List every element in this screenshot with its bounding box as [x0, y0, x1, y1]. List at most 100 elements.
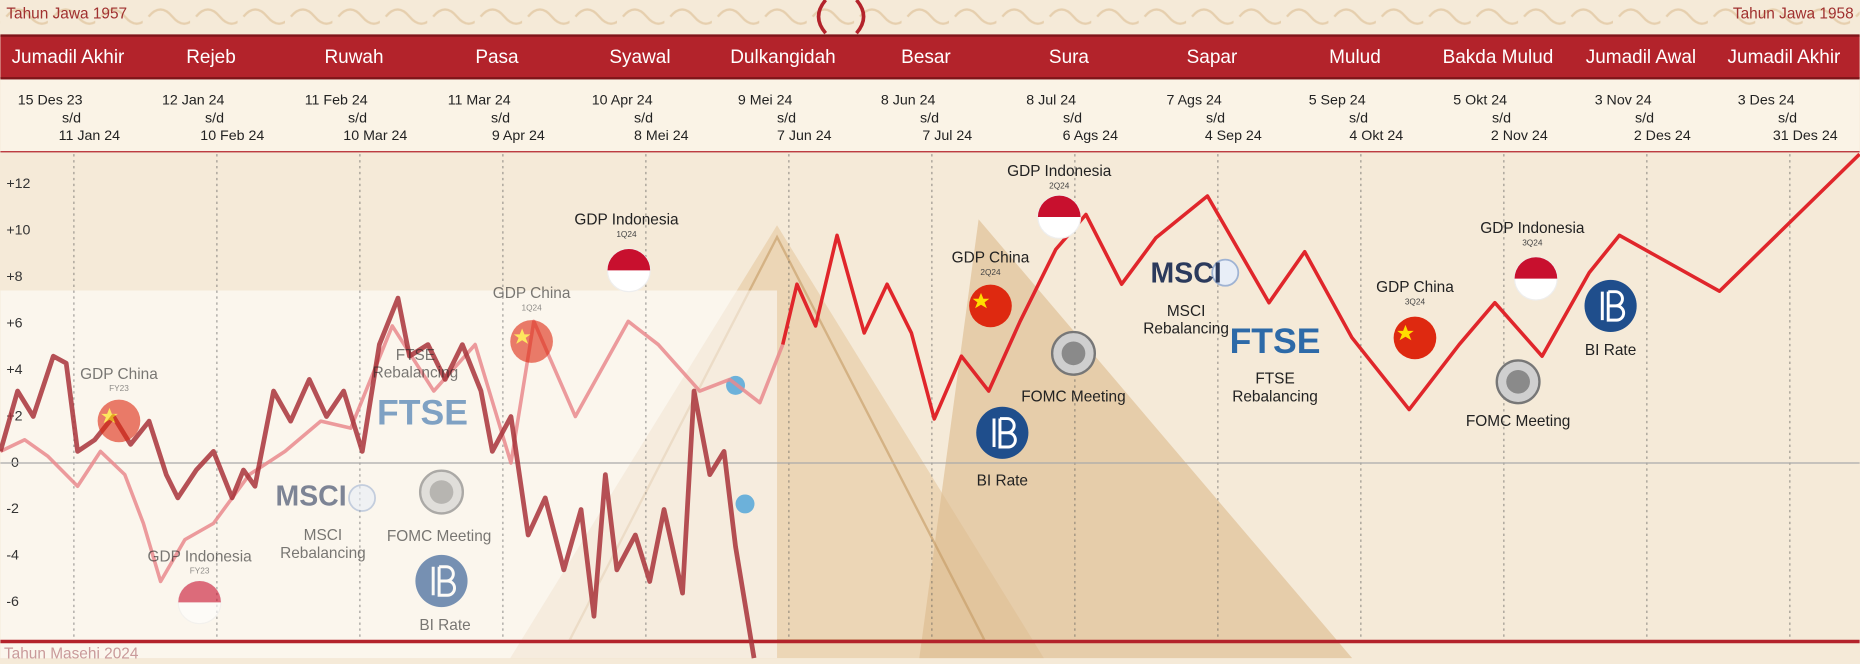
month-label: Bakda Mulud — [1443, 47, 1554, 68]
period-separator: s/d — [1778, 110, 1797, 126]
period-separator: s/d — [777, 110, 796, 126]
annotation: BI Rate — [1585, 280, 1637, 359]
logo-text: MSCI — [1151, 258, 1222, 290]
period-separator: s/d — [348, 110, 367, 126]
month-label: Dulkangidah — [730, 47, 835, 68]
period-start: 8 Jun 24 — [881, 93, 936, 109]
month-label: Jumadil Akhir — [12, 47, 125, 68]
annotation-note: 3Q24 — [1405, 297, 1426, 307]
annotation-label: GDP Indonesia — [1480, 220, 1585, 237]
china-flag — [1394, 317, 1437, 360]
period-start: 7 Ags 24 — [1167, 93, 1222, 109]
period-separator: s/d — [634, 110, 653, 126]
period-end: 7 Jun 24 — [777, 128, 832, 144]
period-end: 4 Sep 24 — [1205, 128, 1262, 144]
month-label: Ruwah — [324, 47, 383, 68]
annotation-label: GDP China — [493, 285, 571, 302]
annotation-label: GDP China — [1376, 279, 1454, 296]
period-end: 7 Jul 24 — [922, 128, 972, 144]
month-label: Syawal — [609, 47, 670, 68]
period-start: 5 Okt 24 — [1453, 93, 1507, 109]
annotation-label: Rebalancing — [1232, 388, 1318, 405]
y-tick-label: -2 — [6, 501, 19, 517]
period-start: 3 Nov 24 — [1595, 93, 1652, 109]
annotation-label: GDP Indonesia — [574, 212, 679, 229]
annotation-label: Rebalancing — [373, 365, 459, 382]
period-separator: s/d — [62, 110, 81, 126]
y-tick-label: -4 — [6, 548, 19, 564]
month-label: Sura — [1049, 47, 1090, 68]
period-start: 10 Apr 24 — [592, 93, 653, 109]
period-start: 9 Mei 24 — [738, 93, 793, 109]
period-start: 3 Des 24 — [1738, 93, 1795, 109]
annotation-note: 2Q24 — [1049, 180, 1070, 190]
china-flag — [969, 285, 1012, 328]
period-start: 5 Sep 24 — [1309, 93, 1366, 109]
fed-seal-inner — [1506, 370, 1530, 394]
chart: Tahun Jawa 1957 Tahun Jawa 1958 Tahun Ma… — [0, 0, 1860, 664]
period-end: 2 Des 24 — [1634, 128, 1691, 144]
y-tick-label: -6 — [6, 594, 19, 610]
logo-text: MSCI — [276, 481, 347, 513]
header-left: Tahun Jawa 1957 — [6, 5, 127, 22]
annotation-label: FOMC Meeting — [1466, 413, 1570, 430]
china-flag — [98, 400, 141, 443]
period-separator: s/d — [1063, 110, 1082, 126]
month-label: Pasa — [475, 47, 519, 68]
period-end: 31 Des 24 — [1773, 128, 1838, 144]
annotation-label: FTSE — [396, 347, 435, 364]
annotation-note: FY23 — [109, 383, 129, 393]
period-start: 11 Feb 24 — [305, 93, 368, 109]
annotation-label: BI Rate — [977, 472, 1028, 489]
period-separator: s/d — [920, 110, 939, 126]
annotation-note: 1Q24 — [616, 229, 637, 239]
annotation-note: 1Q24 — [521, 302, 542, 312]
y-tick-label: +6 — [6, 315, 22, 331]
y-tick-label: +12 — [6, 176, 30, 192]
icon — [736, 494, 755, 513]
top-ornament — [0, 0, 1859, 34]
logo-text: FTSE — [377, 392, 468, 432]
month-label: Besar — [901, 47, 951, 68]
annotation-label: MSCI — [1167, 303, 1206, 320]
period-end: 2 Nov 24 — [1491, 128, 1548, 144]
period-separator: s/d — [205, 110, 224, 126]
y-tick-label: +8 — [6, 269, 22, 285]
annotation-label: GDP China — [952, 250, 1030, 267]
period-separator: s/d — [1206, 110, 1225, 126]
annotation-label: FTSE — [1255, 371, 1294, 388]
month-label: Sapar — [1187, 47, 1238, 68]
y-tick-label: +10 — [6, 223, 30, 239]
period-separator: s/d — [1492, 110, 1511, 126]
month-label: Rejeb — [186, 47, 236, 68]
period-separator: s/d — [1635, 110, 1654, 126]
period-separator: s/d — [491, 110, 510, 126]
period-separator: s/d — [1349, 110, 1368, 126]
page: {"chart_data": { "type": "line", "header… — [0, 0, 1860, 664]
annotation-label: FOMC Meeting — [387, 528, 491, 545]
annotation-label: GDP Indonesia — [1007, 163, 1112, 180]
period-end: 9 Apr 24 — [492, 128, 545, 144]
china-flag — [510, 320, 553, 363]
annotation-label: BI Rate — [419, 617, 470, 634]
month-label: Mulud — [1329, 47, 1381, 68]
month-label: Jumadil Akhir — [1728, 47, 1841, 68]
annotation: BI Rate — [976, 407, 1028, 490]
annotation-label: MSCI — [304, 527, 343, 544]
header-right: Tahun Jawa 1958 — [1733, 5, 1854, 22]
fed-seal-inner — [430, 480, 454, 504]
annotation-label: BI Rate — [1585, 342, 1636, 359]
y-tick-label: +4 — [6, 362, 22, 378]
period-end: 6 Ags 24 — [1063, 128, 1118, 144]
period-start: 8 Jul 24 — [1026, 93, 1076, 109]
annotation-label: Rebalancing — [280, 545, 366, 562]
period-end: 8 Mei 24 — [634, 128, 689, 144]
period-start: 12 Jan 24 — [162, 93, 225, 109]
logo-text: FTSE — [1230, 321, 1321, 361]
period-start: 11 Mar 24 — [448, 93, 511, 109]
month-label: Jumadil Awal — [1586, 47, 1696, 68]
period-start: 15 Des 23 — [18, 93, 83, 109]
period-end: 11 Jan 24 — [59, 128, 120, 144]
fed-seal-inner — [1062, 341, 1086, 365]
annotation-note: FY23 — [190, 566, 210, 576]
